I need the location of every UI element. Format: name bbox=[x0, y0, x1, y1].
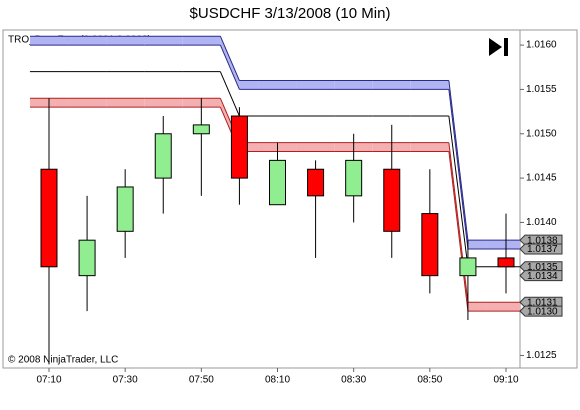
band-fill bbox=[144, 36, 183, 46]
price-label: 1.0138 bbox=[527, 235, 558, 246]
mid-line-connector bbox=[448, 115, 469, 267]
copyright: © 2008 NinjaTrader, LLC bbox=[8, 355, 118, 366]
candle-body bbox=[421, 213, 439, 277]
y-tick-label: 1.0145 bbox=[526, 173, 557, 184]
y-tick-label: 1.0125 bbox=[526, 350, 557, 361]
y-tick-label: 1.0140 bbox=[526, 217, 557, 228]
band-fill bbox=[486, 302, 520, 312]
price-label: 1.0131 bbox=[527, 297, 558, 308]
chart-title: $USDCHF 3/13/2008 (10 Min) bbox=[190, 5, 391, 22]
price-label: 1.0135 bbox=[527, 262, 558, 273]
x-tick-label: 09:10 bbox=[493, 375, 518, 386]
band-fill bbox=[296, 80, 335, 90]
band-fill bbox=[68, 36, 107, 46]
candle-body bbox=[192, 124, 210, 135]
price-label-box bbox=[519, 243, 563, 255]
band-fill bbox=[29, 36, 69, 46]
price-label: 1.0130 bbox=[527, 306, 558, 317]
band-fill bbox=[410, 80, 449, 90]
candle-body bbox=[345, 159, 363, 197]
price-label: 1.0134 bbox=[527, 271, 558, 282]
band-fill bbox=[467, 240, 487, 250]
y-tick-label: 1.0150 bbox=[526, 128, 557, 139]
candle-body bbox=[383, 168, 401, 232]
y-tick-label: 1.0160 bbox=[526, 40, 557, 51]
candle-body bbox=[307, 168, 325, 197]
band-fill bbox=[239, 80, 259, 90]
band-fill bbox=[106, 98, 145, 108]
candle-body bbox=[497, 257, 515, 268]
x-tick-label: 08:50 bbox=[417, 375, 442, 386]
band-fill bbox=[106, 36, 145, 46]
band-fill bbox=[239, 142, 259, 152]
candle-body bbox=[154, 133, 172, 179]
x-tick-label: 08:10 bbox=[265, 375, 290, 386]
y-tick-label: 1.0155 bbox=[526, 84, 557, 95]
band-fill bbox=[182, 36, 221, 46]
band-fill bbox=[372, 80, 411, 90]
frame bbox=[2, 29, 578, 369]
band-edge-connector bbox=[448, 151, 469, 312]
candle-body bbox=[78, 239, 96, 277]
end-icon bbox=[489, 38, 508, 56]
band-fill bbox=[467, 302, 487, 312]
band-edge-connector bbox=[219, 36, 240, 81]
band-fill bbox=[296, 142, 335, 152]
band-fill bbox=[486, 240, 520, 250]
candle-body bbox=[230, 115, 248, 179]
band-fill bbox=[258, 80, 297, 90]
band-edge-connector bbox=[219, 44, 240, 90]
price-label: 1.0137 bbox=[527, 244, 558, 255]
candle-body bbox=[269, 159, 286, 206]
price-label-box bbox=[519, 305, 563, 317]
x-tick-label: 08:30 bbox=[341, 375, 366, 386]
candle-body bbox=[40, 168, 58, 268]
band-fill bbox=[410, 142, 449, 152]
band-transition bbox=[220, 36, 240, 90]
x-tick-label: 07:50 bbox=[189, 375, 214, 386]
x-tick-label: 07:30 bbox=[113, 375, 138, 386]
band-fill bbox=[144, 98, 183, 108]
band-edge-connector bbox=[448, 80, 469, 241]
band-edge-connector bbox=[448, 89, 469, 250]
band-fill bbox=[68, 98, 107, 108]
mid-line-connector bbox=[219, 71, 240, 117]
x-tick-label: 07:10 bbox=[36, 375, 61, 386]
band-fill bbox=[334, 80, 373, 90]
price-label-box bbox=[519, 270, 563, 282]
candle-body bbox=[459, 257, 477, 277]
candle-body bbox=[116, 186, 134, 232]
